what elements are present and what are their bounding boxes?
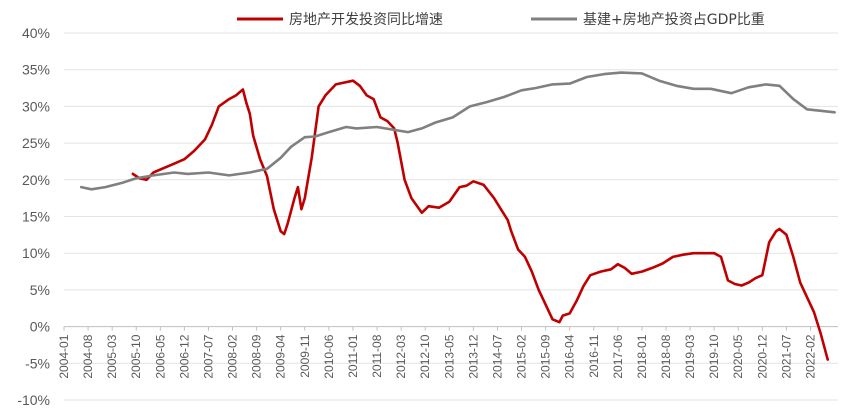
x-tick-label: 2022-02 <box>803 334 817 378</box>
series-line-investment-growth <box>131 79 829 361</box>
x-tick-label: 2015-02 <box>515 334 529 378</box>
x-tick-label: 2004-01 <box>57 334 71 378</box>
y-tick-label: 15% <box>22 209 50 225</box>
x-tick-label: 2013-12 <box>466 334 480 378</box>
series-line-gdp-share <box>79 71 836 191</box>
y-tick-label: 0% <box>30 319 50 335</box>
x-tick-label: 2006-05 <box>153 334 167 378</box>
x-tick-label: 2010-06 <box>322 334 336 378</box>
y-tick-label: 5% <box>30 282 50 298</box>
x-tick-label: 2009-04 <box>274 334 288 378</box>
x-tick-label: 2012-03 <box>394 334 408 378</box>
y-tick-label: -10% <box>17 392 50 408</box>
x-tick-label: 2007-07 <box>201 334 215 378</box>
x-tick-label: 2018-01 <box>635 334 649 378</box>
x-tick-label: 2019-10 <box>707 334 721 378</box>
x-tick-label: 2005-03 <box>105 334 119 378</box>
x-tick-label: 2014-07 <box>490 334 504 378</box>
x-tick-label: 2020-05 <box>731 334 745 378</box>
legend: 房地产开发投资同比增速 基建+房地产投资占GDP比重 <box>237 11 765 28</box>
x-tick-label: 2016-04 <box>563 334 577 378</box>
x-tick-label: 2018-08 <box>659 334 673 378</box>
x-tick-label: 2004-08 <box>81 334 95 378</box>
x-tick-label: 2005-10 <box>129 334 143 378</box>
x-tick-label: 2015-09 <box>539 334 553 378</box>
x-tick-label: 2013-05 <box>442 334 456 378</box>
y-axis-ticks: -10% -5% 0% 5% 10% 15% 20% 25% 30% 35% 40% <box>17 25 50 408</box>
x-tick-label: 2008-09 <box>250 334 264 378</box>
y-tick-label: 10% <box>22 245 50 261</box>
x-tick-label: 2012-10 <box>418 334 432 378</box>
x-tick-label: 2021-07 <box>779 334 793 378</box>
gridlines <box>64 32 838 401</box>
legend-label: 基建+房地产投资占GDP比重 <box>583 11 765 28</box>
x-tick-label: 2009-11 <box>298 334 312 377</box>
x-tick-label: 2011-01 <box>346 334 360 377</box>
y-tick-label: 40% <box>22 25 50 41</box>
series-lines <box>79 71 836 361</box>
y-tick-label: 20% <box>22 172 50 188</box>
y-tick-label: 35% <box>22 62 50 78</box>
x-axis-ticks: 2004-01 2004-08 2005-03 2005-10 2006-05 2006-… <box>57 326 817 379</box>
x-tick-label: 2006-12 <box>177 334 191 378</box>
x-tick-label: 2011-08 <box>370 334 384 377</box>
x-tick-label: 2016-11 <box>587 334 601 377</box>
x-tick-label: 2019-03 <box>683 334 697 378</box>
y-tick-label: 25% <box>22 135 50 151</box>
y-tick-label: -5% <box>25 355 50 371</box>
x-tick-label: 2008-02 <box>226 334 240 378</box>
x-tick-label: 2017-06 <box>611 334 625 378</box>
y-tick-label: 30% <box>22 98 50 114</box>
x-tick-label: 2020-12 <box>755 334 769 378</box>
legend-label: 房地产开发投资同比增速 <box>289 12 443 28</box>
